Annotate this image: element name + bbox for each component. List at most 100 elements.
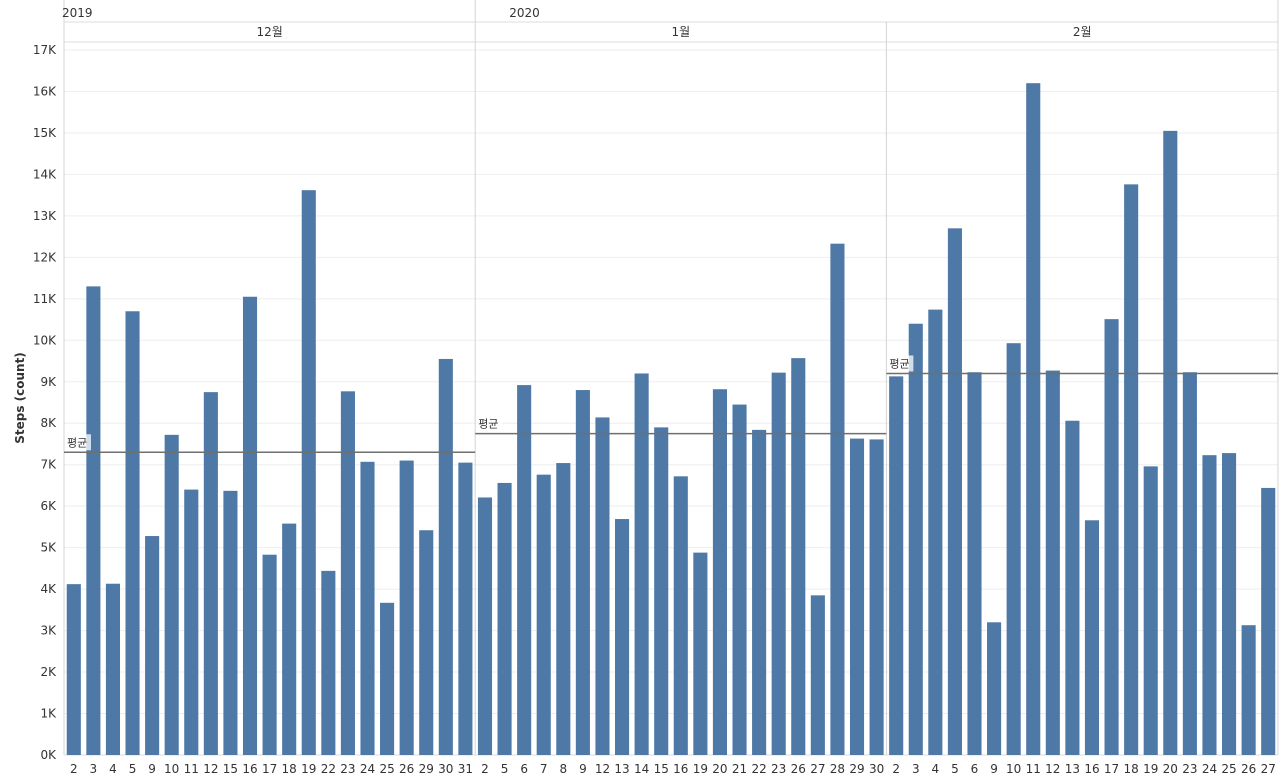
average-label: 평균 xyxy=(67,436,87,449)
bar xyxy=(693,552,708,755)
y-tick-label: 2K xyxy=(40,665,57,679)
x-tick-label: 2 xyxy=(70,762,78,776)
y-tick-label: 5K xyxy=(40,541,57,555)
x-tick-label: 15 xyxy=(223,762,238,776)
bar xyxy=(1261,487,1276,755)
bar xyxy=(1124,184,1139,756)
bar xyxy=(712,389,728,755)
bar xyxy=(321,570,336,755)
x-tick-label: 29 xyxy=(419,762,434,776)
bar xyxy=(360,461,375,755)
bar xyxy=(184,489,199,755)
x-tick-label: 31 xyxy=(458,762,473,776)
x-tick-label: 6 xyxy=(520,762,528,776)
average-label: 평균 xyxy=(478,418,498,431)
gridlines xyxy=(64,49,1278,756)
x-tick-label: 23 xyxy=(340,762,355,776)
x-tick-label: 15 xyxy=(654,762,669,776)
y-tick-label: 15K xyxy=(33,126,57,140)
bars xyxy=(66,83,1276,756)
y-tick-label: 8K xyxy=(40,416,57,430)
x-tick-label: 26 xyxy=(399,762,414,776)
bar xyxy=(223,490,238,755)
x-tick-label: 27 xyxy=(810,762,825,776)
bar xyxy=(634,373,649,755)
x-tick-label: 11 xyxy=(184,762,199,776)
x-tick-label: 13 xyxy=(614,762,629,776)
x-tick-label: 3 xyxy=(912,762,920,776)
bar xyxy=(1065,420,1080,755)
y-axis-title: Steps (count) xyxy=(13,352,27,444)
bar xyxy=(301,190,316,755)
bar xyxy=(595,417,610,755)
bar xyxy=(477,497,493,755)
x-tick-label: 8 xyxy=(559,762,567,776)
x-tick-label: 12 xyxy=(595,762,610,776)
x-tick-label: 23 xyxy=(771,762,786,776)
x-tick-label: 2 xyxy=(481,762,489,776)
y-tick-label: 17K xyxy=(33,43,57,57)
bar xyxy=(242,296,258,755)
x-tick-label: 19 xyxy=(1143,762,1158,776)
bar xyxy=(869,439,884,755)
x-tick-label: 13 xyxy=(1065,762,1080,776)
month-label: 1월 xyxy=(671,25,690,39)
bar xyxy=(1006,343,1021,755)
y-tick-label: 7K xyxy=(40,458,57,472)
x-tick-label: 10 xyxy=(1006,762,1021,776)
x-tick-label: 12 xyxy=(203,762,218,776)
bar xyxy=(1045,370,1060,755)
bar xyxy=(203,392,218,755)
x-tick-label: 17 xyxy=(1104,762,1119,776)
bar xyxy=(536,474,551,755)
bar xyxy=(1182,372,1197,755)
bar xyxy=(771,372,786,755)
x-tick-label: 26 xyxy=(791,762,806,776)
bar xyxy=(673,476,688,755)
bar xyxy=(1221,453,1237,755)
y-tick-label: 0K xyxy=(40,748,57,762)
bar xyxy=(340,391,355,755)
x-tick-label: 3 xyxy=(90,762,98,776)
bar xyxy=(125,311,140,755)
x-tick-label: 22 xyxy=(751,762,766,776)
bar xyxy=(380,602,395,755)
average-label-bg xyxy=(65,434,91,451)
x-tick-label: 27 xyxy=(1261,762,1276,776)
x-tick-label: 16 xyxy=(1084,762,1099,776)
bar xyxy=(556,463,571,755)
x-tick-label: 14 xyxy=(634,762,649,776)
bar xyxy=(791,358,806,755)
x-tick-label: 19 xyxy=(693,762,708,776)
x-tick-label: 18 xyxy=(282,762,297,776)
x-tick-label: 9 xyxy=(579,762,587,776)
x-tick-label: 18 xyxy=(1124,762,1139,776)
bar xyxy=(947,228,962,755)
x-tick-label: 9 xyxy=(990,762,998,776)
y-tick-label: 10K xyxy=(33,333,57,347)
bar xyxy=(1104,319,1119,755)
bar xyxy=(889,376,904,755)
month-label: 2월 xyxy=(1073,25,1092,39)
x-tick-label: 4 xyxy=(932,762,940,776)
x-tick-label: 25 xyxy=(379,762,394,776)
x-tick-label: 11 xyxy=(1026,762,1041,776)
bar xyxy=(145,536,160,755)
x-tick-label: 19 xyxy=(301,762,316,776)
x-tick-label: 30 xyxy=(869,762,884,776)
bar xyxy=(282,523,297,755)
x-tick-label: 9 xyxy=(148,762,156,776)
y-tick-label: 3K xyxy=(40,624,57,638)
bar xyxy=(830,243,845,755)
x-tick-label: 21 xyxy=(732,762,747,776)
average-label-bg xyxy=(887,355,914,372)
x-tick-label: 16 xyxy=(242,762,257,776)
average-label-bg xyxy=(476,415,503,432)
bar xyxy=(967,372,982,755)
x-tick-label: 28 xyxy=(830,762,845,776)
y-tick-label: 12K xyxy=(33,250,57,264)
bar xyxy=(849,438,865,755)
year-label: 2019 xyxy=(62,6,93,20)
